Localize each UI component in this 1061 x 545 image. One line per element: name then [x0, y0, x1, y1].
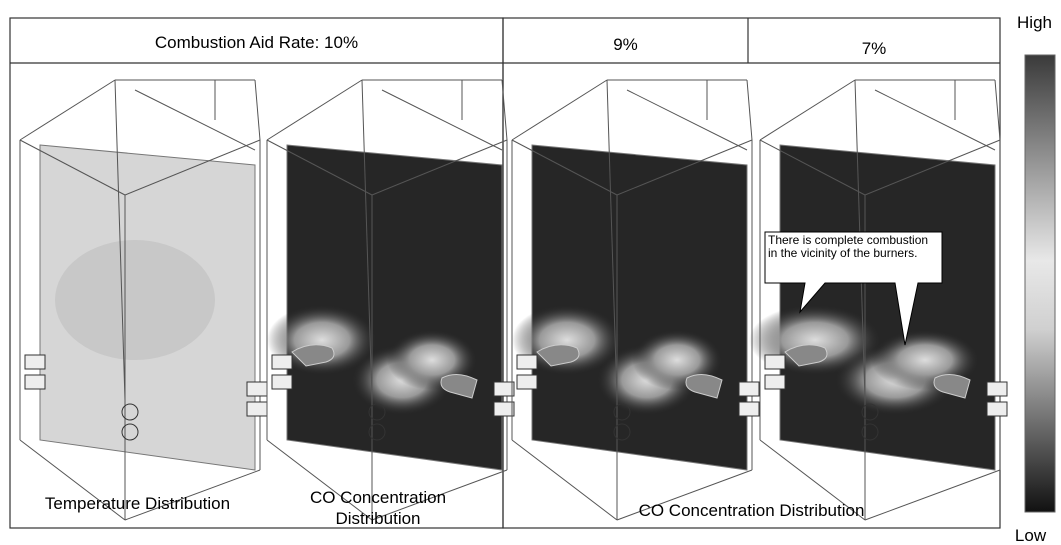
burner — [517, 355, 537, 369]
prism-edge — [627, 90, 747, 150]
caption: Temperature Distribution — [15, 493, 260, 514]
prism-edge — [760, 80, 855, 140]
burner — [765, 375, 785, 389]
header-cell: 9% — [503, 34, 748, 55]
caption: CO Concentration Distribution — [503, 500, 1000, 521]
figure-art — [0, 0, 1061, 545]
burner — [25, 355, 45, 369]
burner — [517, 375, 537, 389]
callout-text: There is complete combustion in the vici… — [768, 234, 938, 260]
color-scale — [1025, 55, 1055, 512]
prism-edge — [875, 90, 995, 150]
burner — [247, 402, 267, 416]
burner — [272, 375, 292, 389]
burner — [494, 382, 514, 396]
temp-zone — [55, 240, 215, 360]
burner — [987, 382, 1007, 396]
prism-edge — [135, 90, 255, 150]
legend-low: Low — [1008, 525, 1053, 545]
burner — [272, 355, 292, 369]
burner — [739, 382, 759, 396]
prism-edge — [512, 80, 607, 140]
prism-edge — [382, 90, 502, 150]
legend-high: High — [1012, 12, 1057, 33]
prism-edge — [267, 80, 362, 140]
prism-edge — [20, 80, 115, 140]
prism-edge — [995, 80, 1000, 140]
header-cell: Combustion Aid Rate: 10% — [10, 32, 503, 53]
burner — [247, 382, 267, 396]
figure: Combustion Aid Rate: 10% 9% 7% Temperatu… — [0, 0, 1061, 545]
header-cell: 7% — [748, 38, 1000, 59]
burner — [25, 375, 45, 389]
burner — [739, 402, 759, 416]
burner — [987, 402, 1007, 416]
burner — [494, 402, 514, 416]
prism-edge — [747, 80, 752, 140]
caption: CO Concentration Distribution — [283, 487, 473, 529]
simulation-views — [20, 80, 1007, 520]
burner — [765, 355, 785, 369]
prism-edge — [255, 80, 260, 140]
